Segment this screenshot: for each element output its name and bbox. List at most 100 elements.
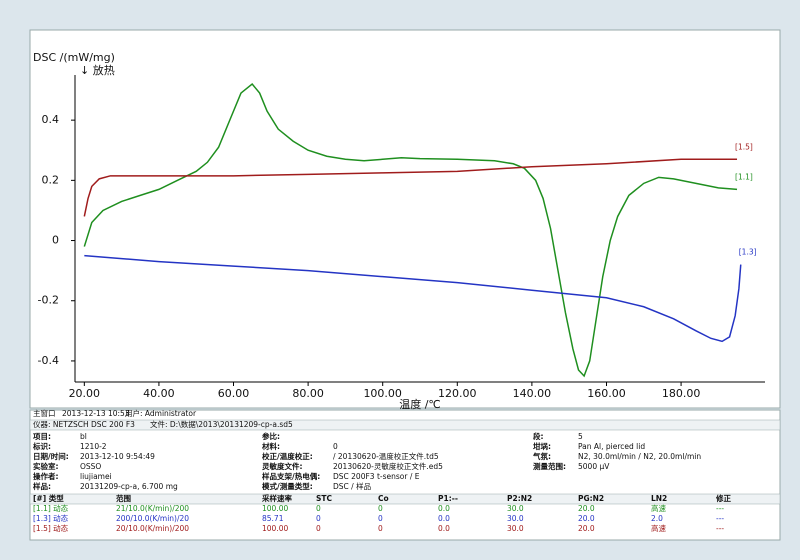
info-value: OSSO [80, 462, 101, 471]
info-label: 模式/测量类型: [262, 481, 313, 491]
table-cell: --- [716, 504, 724, 513]
table-header: STC [316, 494, 333, 503]
x-tick-label: 20.00 [69, 387, 101, 400]
x-tick-label: 40.00 [143, 387, 175, 400]
table-cell: 0 [316, 504, 321, 513]
x-tick-label: 160.00 [587, 387, 626, 400]
x-tick-label: 140.00 [513, 387, 552, 400]
table-cell: 高速 [651, 523, 666, 533]
table-cell: 100.00 [262, 524, 288, 533]
instrument: 仪器: NETZSCH DSC 200 F3 [33, 420, 135, 429]
table-header: 采样速率 [261, 493, 292, 503]
table-cell: 200/10.0(K/min)/20 [116, 514, 189, 523]
table-cell: 0 [316, 524, 321, 533]
table-header: [#] 类型 [33, 493, 64, 503]
table-header: LN2 [651, 494, 667, 503]
y-tick-label: -0.2 [38, 294, 59, 307]
chart-frame [29, 29, 781, 409]
table-header: Co [378, 494, 389, 503]
info-label: 标识: [32, 441, 51, 451]
x-tick-label: 120.00 [438, 387, 477, 400]
table-cell: [1.3] 动态 [33, 513, 69, 523]
table-header: P1:-- [438, 494, 458, 503]
info-label: 样品支架/热电偶: [262, 471, 320, 481]
table-cell: 21/10.0(K/min)/200 [116, 504, 189, 513]
info-value: 5 [578, 432, 583, 441]
table-header: 范围 [116, 493, 131, 503]
info-value: Pan Al, pierced lid [578, 442, 645, 451]
y-axis-note: ↓ 放热 [80, 63, 115, 77]
table-header: 修正 [715, 493, 731, 503]
series-label: [1.3] [739, 248, 757, 257]
info-label: 日期/时间: [33, 451, 69, 461]
table-cell: 30.0 [507, 514, 524, 523]
info-value: N2, 30.0ml/min / N2, 20.0ml/min [578, 452, 701, 461]
info-value: DSC / 样品 [333, 481, 371, 491]
table-cell: 100.00 [262, 504, 288, 513]
y-tick-label: 0 [52, 234, 59, 247]
info-label: 坩埚: [533, 441, 551, 451]
info-value: 5000 µV [578, 462, 610, 471]
table-cell: 0.0 [438, 504, 450, 513]
info-label: 样品: [33, 481, 51, 491]
table-cell: 0.0 [438, 514, 450, 523]
table-cell: 0.0 [438, 524, 450, 533]
table-cell: 20/10.0(K/min)/200 [116, 524, 189, 533]
table-cell: 2.0 [651, 514, 663, 523]
series-label: [1.1] [735, 172, 753, 181]
info-label: 校正/温度校正: [262, 451, 313, 461]
table-cell: 0 [378, 514, 383, 523]
series-line [83, 82, 738, 378]
x-tick-label: 80.00 [292, 387, 324, 400]
info-value: / 20130620-温度校正文件.td5 [333, 451, 439, 461]
info-label: 项目: [33, 432, 51, 441]
table-cell: 高速 [651, 503, 666, 513]
table-cell: [1.1] 动态 [33, 503, 69, 513]
status-user: 用户: Administrator [125, 408, 197, 418]
table-cell: 20.0 [578, 514, 595, 523]
info-value: DSC 200F3 t-sensor / E [333, 472, 420, 481]
info-label: 段: [533, 431, 544, 441]
series-label: [1.5] [735, 142, 753, 151]
info-label: 操作者: [33, 471, 59, 481]
info-value: 0 [333, 442, 338, 451]
y-tick-label: -0.4 [38, 354, 59, 367]
x-axis-label: 温度 /℃ [399, 397, 441, 411]
table-cell: 20.0 [578, 504, 595, 513]
table-cell: 85.71 [262, 514, 284, 523]
table-cell: 0 [378, 504, 383, 513]
table-cell: 30.0 [507, 504, 524, 513]
table-header: PG:N2 [578, 494, 604, 503]
x-tick-label: 180.00 [662, 387, 701, 400]
table-cell: --- [716, 514, 724, 523]
y-tick-label: 0.2 [42, 173, 60, 186]
y-axis-label: DSC /(mW/mg) [33, 51, 115, 64]
info-value: 2013-12-10 9:54:49 [80, 452, 155, 461]
table-header: P2:N2 [507, 494, 532, 503]
table-cell: 20.0 [578, 524, 595, 533]
table-cell: --- [716, 524, 724, 533]
info-label: 材料: [262, 441, 280, 451]
table-cell: 30.0 [507, 524, 524, 533]
file: 文件: D:\数据\2013\20131209-cp-a.sd5 [150, 419, 293, 429]
info-panel [29, 409, 781, 541]
x-tick-label: 100.00 [363, 387, 402, 400]
header-bar [29, 419, 781, 431]
status-time: 2013-12-13 10:53 [62, 409, 130, 418]
info-label: 参比: [262, 431, 280, 441]
info-label: 实验室: [33, 461, 59, 471]
info-value: liujiamei [80, 472, 112, 481]
info-value: 20130620-灵敏度校正文件.ed5 [333, 461, 443, 471]
x-tick-label: 60.00 [218, 387, 250, 400]
table-cell: 0 [316, 514, 321, 523]
y-tick-label: 0.4 [42, 113, 60, 126]
info-label: 测量范围: [533, 461, 566, 471]
info-label: 气氛: [532, 451, 551, 461]
series-line [83, 158, 738, 217]
info-value: bl [80, 432, 87, 441]
table-cell: 0 [378, 524, 383, 533]
table-header-bar [29, 493, 781, 505]
table-cell: [1.5] 动态 [33, 523, 69, 533]
